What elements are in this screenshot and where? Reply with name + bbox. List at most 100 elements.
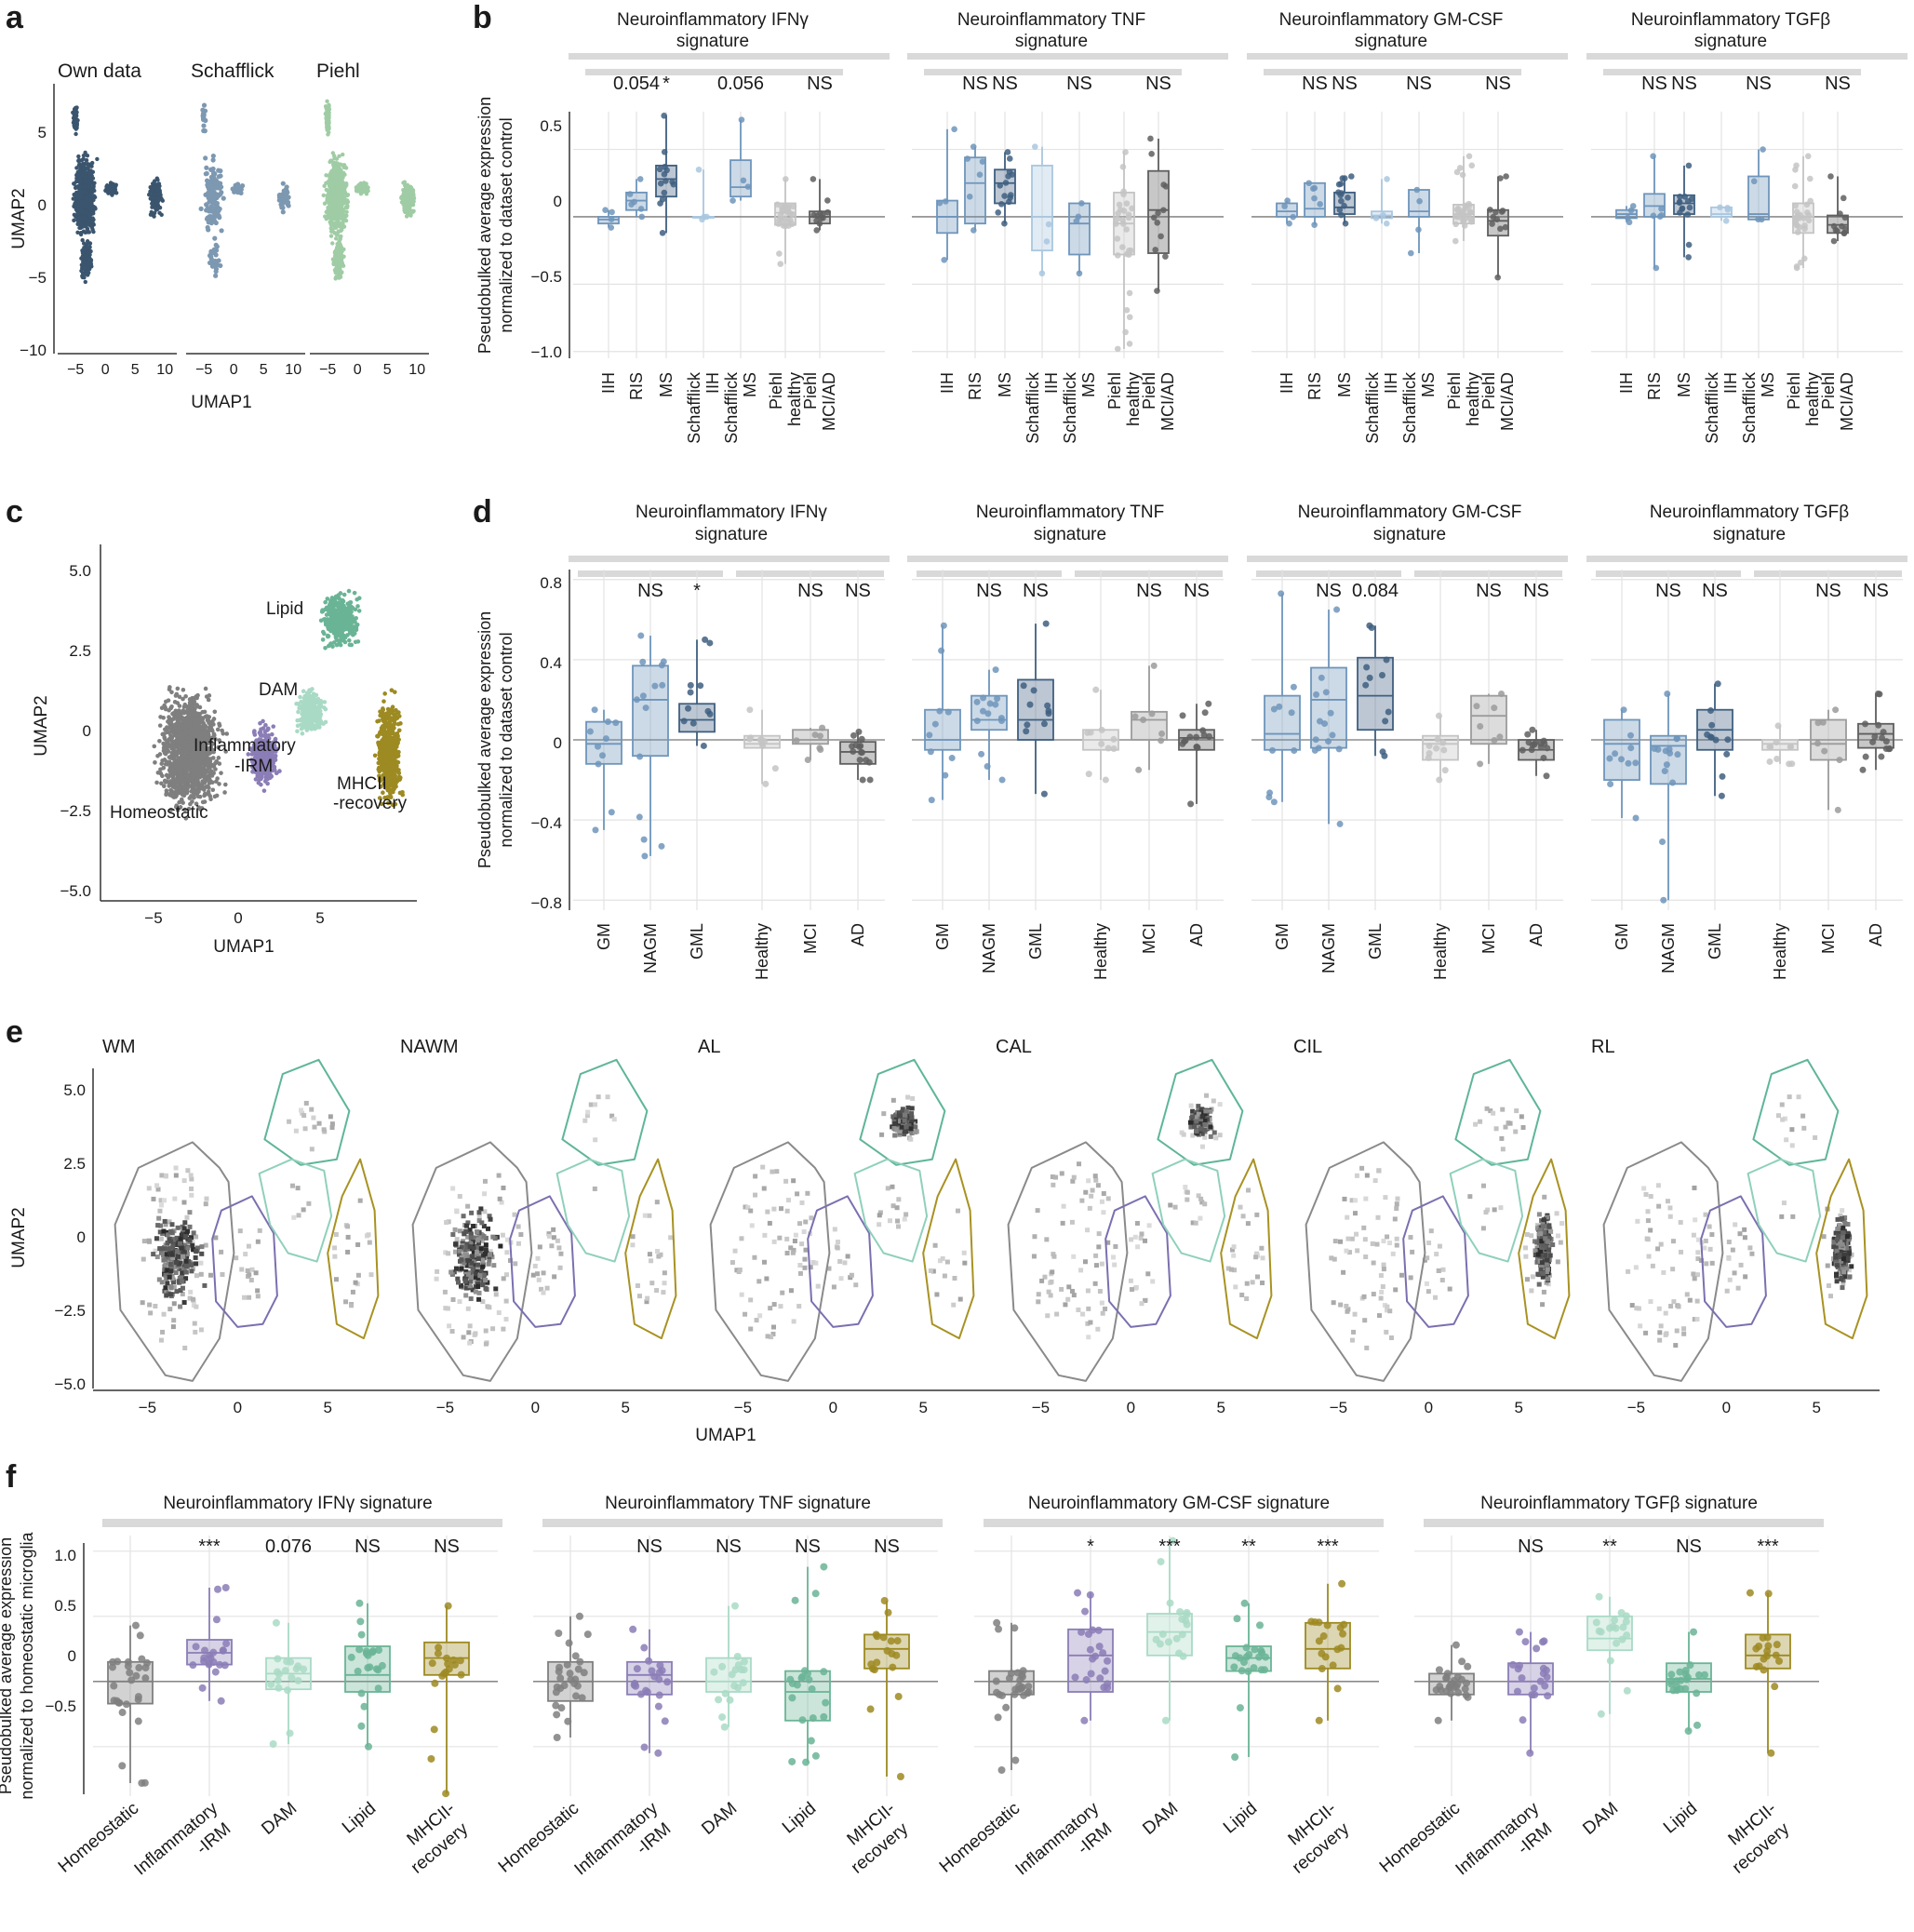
umap-point — [91, 211, 96, 216]
umap-point — [330, 151, 336, 155]
cluster-point — [382, 691, 387, 696]
cluster-point — [189, 728, 194, 733]
cluster-point — [206, 758, 210, 763]
cluster-point — [187, 735, 193, 741]
cluster-point — [182, 758, 188, 763]
cluster-point — [203, 714, 208, 719]
umap-point — [86, 198, 90, 203]
cluster-point — [221, 731, 226, 736]
umap-point — [218, 262, 223, 269]
umap-point — [324, 115, 329, 120]
cluster-point — [331, 620, 337, 625]
umap-point — [77, 162, 82, 167]
cluster-point — [180, 798, 184, 803]
umap-point — [87, 230, 92, 235]
cluster-point — [301, 722, 305, 728]
umap-point — [338, 259, 342, 264]
umap-point — [204, 170, 209, 177]
cluster-point — [261, 788, 267, 793]
cluster-point — [182, 785, 187, 790]
cluster-points — [318, 588, 362, 651]
umap-point — [72, 204, 76, 208]
umap-point — [85, 250, 90, 255]
umap-point — [83, 169, 87, 175]
cluster-point — [258, 720, 262, 726]
umap-point — [336, 191, 341, 196]
cluster-point — [190, 782, 195, 786]
umap-point — [210, 157, 216, 163]
cluster-point — [323, 622, 328, 627]
umap-point — [88, 179, 93, 184]
cluster-point — [308, 689, 313, 694]
umap-point — [83, 178, 87, 182]
cluster-point — [190, 794, 195, 798]
umap-point — [205, 224, 210, 231]
umap-point — [281, 191, 287, 196]
cluster-point — [347, 600, 353, 605]
cluster-point — [350, 605, 355, 610]
cluster-point — [192, 706, 197, 712]
cluster-point — [271, 724, 276, 729]
umap-point — [211, 218, 218, 223]
umap-point — [72, 218, 76, 223]
cluster-point — [198, 767, 203, 772]
panel-c-xtick: −5 — [144, 909, 162, 927]
umap-point — [83, 272, 88, 276]
umap-xtick: 0 — [354, 362, 362, 378]
cluster-point — [170, 767, 176, 772]
cluster-point — [315, 710, 319, 716]
panel-c: 5.0 2.5 0 −2.5 −5.0 −5 0 5 UMAP2 UMAP1 L… — [32, 544, 417, 957]
umap-point — [409, 209, 415, 215]
cluster-point — [215, 727, 221, 732]
umap-point — [156, 197, 162, 202]
cluster-point — [202, 709, 207, 715]
umap-point — [339, 206, 343, 210]
cluster-point — [208, 726, 214, 731]
umap-point — [73, 196, 78, 201]
cluster-point — [210, 787, 216, 793]
umap-point — [332, 253, 338, 259]
umap-point — [77, 175, 83, 180]
cluster-point — [176, 746, 181, 751]
panel-a: Own data Schafflick Piehl 5 0 −5 −10 UMA… — [9, 60, 429, 412]
umap-point — [83, 185, 87, 190]
umap-point — [149, 195, 154, 201]
umap-point — [215, 194, 221, 199]
umap-point — [333, 236, 339, 241]
cluster-point — [222, 790, 227, 795]
cluster-point — [209, 780, 215, 785]
umap-point — [83, 205, 88, 209]
cluster-point — [177, 725, 182, 731]
cluster-point — [167, 755, 172, 759]
cluster-point — [345, 625, 350, 630]
umap-point — [337, 250, 341, 255]
cluster-point — [158, 715, 163, 719]
cluster-point — [202, 726, 207, 731]
umap-point — [157, 210, 162, 215]
cluster-points — [294, 687, 328, 736]
umap-point — [406, 195, 410, 201]
cluster-point — [197, 794, 203, 799]
umap-point — [87, 219, 92, 223]
cluster-point — [344, 607, 349, 612]
umap-point — [327, 191, 331, 195]
umap-point — [210, 153, 216, 159]
cluster-point — [338, 616, 342, 621]
cluster-point — [152, 744, 157, 749]
cluster-point — [315, 715, 319, 720]
cluster-point — [300, 731, 305, 736]
umap-point — [334, 233, 340, 237]
cluster-point — [215, 776, 220, 781]
cluster-point — [334, 627, 339, 633]
umap-point — [198, 206, 204, 211]
cluster-point — [166, 719, 170, 724]
umap-point — [78, 184, 83, 189]
panel-c-ytick: 5.0 — [69, 562, 91, 580]
cluster-point — [167, 731, 171, 735]
cluster-point — [355, 639, 361, 644]
umap-point — [75, 230, 80, 235]
cluster-point — [325, 633, 330, 638]
umap-point — [73, 114, 78, 119]
cluster-point — [301, 696, 307, 701]
umap-point — [92, 195, 98, 200]
